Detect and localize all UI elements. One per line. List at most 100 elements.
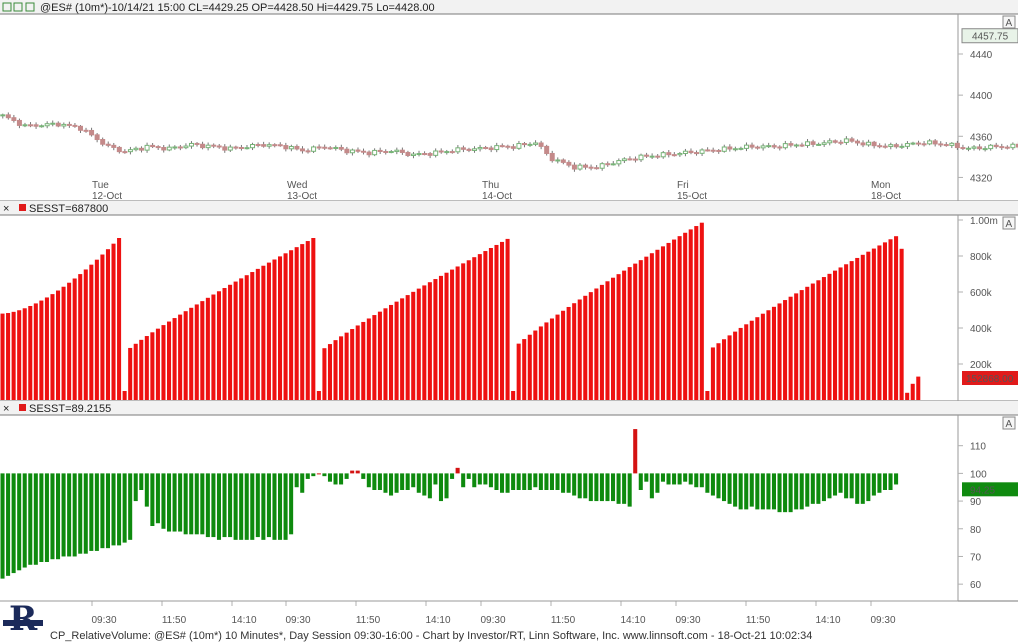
volume-bar — [577, 299, 582, 400]
relvol-bar — [339, 473, 344, 485]
relvol-autoscale-button[interactable]: A — [1002, 416, 1016, 430]
candle-body — [860, 142, 866, 146]
relvol-bar — [788, 473, 793, 513]
volume-bar — [655, 249, 660, 400]
volume-bar — [461, 263, 466, 400]
volume-autoscale-button[interactable]: A — [1002, 216, 1016, 230]
volume-bar — [305, 241, 310, 400]
candle-body — [261, 144, 267, 147]
candle-body — [133, 147, 139, 151]
volume-bar — [178, 314, 183, 400]
relvol-bar — [133, 473, 138, 502]
candle-body — [671, 154, 677, 157]
volume-bar — [161, 325, 166, 400]
candle-body — [311, 146, 317, 152]
relvol-bar — [583, 473, 588, 499]
candle-body — [749, 144, 755, 148]
candle-body — [355, 149, 361, 152]
relvol-bar — [266, 473, 271, 538]
candle-body — [821, 142, 827, 145]
volume-bar — [799, 290, 804, 400]
relvol-bar — [183, 473, 188, 535]
volume-bar — [239, 278, 244, 400]
candle-body — [227, 146, 233, 151]
relvol-bar — [155, 473, 160, 524]
volume-bar — [544, 322, 549, 400]
candle-body — [921, 143, 927, 146]
candle-body — [50, 122, 56, 125]
relvol-bar — [433, 473, 438, 485]
candle-body — [727, 146, 733, 150]
relvol-bar — [516, 473, 521, 490]
time-tick-label: 14:10 — [425, 615, 450, 626]
candle-body — [527, 143, 533, 146]
volume-bar — [105, 249, 110, 400]
volume-bar — [0, 313, 5, 400]
candle-body — [299, 148, 305, 152]
relvol-bar — [355, 470, 360, 474]
volume-bar — [710, 347, 715, 400]
candle-body — [216, 145, 222, 148]
autoscale-label: A — [1006, 18, 1013, 29]
day-label: Wed — [287, 180, 307, 191]
candle-body — [710, 149, 716, 152]
relvol-bar — [466, 473, 471, 479]
volume-close-icon[interactable]: × — [3, 203, 9, 215]
candle-body — [766, 145, 772, 148]
volume-bar — [738, 327, 743, 400]
relvol-bar — [683, 473, 688, 482]
checkbox-icon[interactable] — [25, 2, 35, 12]
candle-body — [272, 144, 278, 147]
volume-bar — [844, 264, 849, 400]
candle-body — [1010, 143, 1016, 149]
price-autoscale-button[interactable]: A — [1002, 15, 1016, 29]
relvol-bar — [566, 473, 571, 493]
volume-bar — [133, 343, 138, 400]
header-icons[interactable] — [2, 2, 35, 12]
relvol-bar — [827, 473, 832, 499]
candle-body — [322, 146, 328, 149]
volume-bar — [538, 326, 543, 400]
volume-bar — [438, 275, 443, 400]
relvol-bar — [189, 473, 194, 535]
relvol-bar — [161, 473, 166, 529]
checkbox-icon[interactable] — [2, 2, 12, 12]
relvol-bar — [383, 473, 388, 493]
candle-body — [144, 144, 150, 151]
candle-body — [788, 143, 794, 146]
relvol-bar — [250, 473, 255, 540]
relvol-bar — [833, 473, 838, 496]
candle-body — [632, 158, 638, 161]
candle-body — [200, 143, 206, 149]
volume-bar — [638, 260, 643, 400]
relvol-close-icon[interactable]: × — [3, 403, 9, 415]
candle-body — [999, 146, 1005, 149]
relvol-bar — [666, 473, 671, 485]
volume-bar — [511, 391, 516, 400]
volume-bar — [400, 298, 405, 400]
relvol-bar — [860, 473, 865, 504]
candle-body — [11, 117, 17, 121]
candle-body — [816, 143, 822, 146]
candle-body — [449, 151, 455, 154]
checkbox-icon[interactable] — [13, 2, 23, 12]
relvol-bar — [871, 473, 876, 496]
relvol-bar — [588, 473, 593, 502]
date-label: 15-Oct — [677, 191, 707, 202]
candle-body — [682, 150, 688, 154]
volume-bar — [500, 241, 505, 400]
relvol-bar — [72, 473, 77, 557]
volume-bar — [611, 277, 616, 400]
candle-body — [544, 145, 550, 154]
volume-bar — [422, 285, 427, 400]
candle-body — [810, 141, 816, 145]
relvol-bar — [222, 473, 227, 538]
volume-bar — [167, 321, 172, 400]
candle-body — [782, 143, 788, 149]
candle-body — [1004, 146, 1010, 149]
candle-body — [827, 140, 833, 144]
candle-body — [127, 149, 133, 153]
candle-body — [316, 146, 322, 149]
candle-body — [122, 151, 128, 154]
relvol-bar — [894, 473, 899, 485]
